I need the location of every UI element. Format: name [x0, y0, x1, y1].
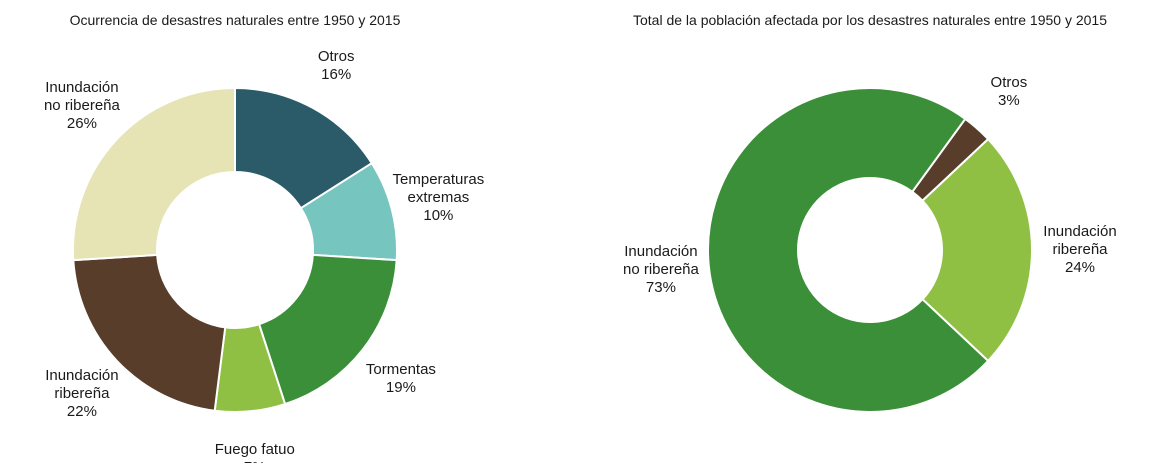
- slice-value: 16%: [321, 65, 352, 83]
- slice-label: Inundación ribereña: [1043, 223, 1117, 258]
- slice-value: 7%: [244, 459, 266, 463]
- slice-label: Otros: [317, 47, 355, 65]
- chart-title: Total de la población afectada por los d…: [633, 12, 1107, 28]
- slice-value: 10%: [423, 206, 454, 224]
- slice-label: Otros: [990, 74, 1028, 92]
- slice: [72, 86, 236, 262]
- slice-label: Inundación ribereña: [45, 366, 119, 402]
- slice-value: 22%: [66, 402, 97, 420]
- slice-label: Tormentas: [365, 360, 436, 378]
- slice-label: Inundación no ribereña: [622, 242, 699, 278]
- slice-value: 3%: [998, 92, 1020, 110]
- slice-label: Temperaturas extremas: [392, 170, 485, 206]
- slice: [257, 253, 398, 406]
- slice: [234, 86, 374, 210]
- slice: [707, 87, 990, 413]
- slice-value: 19%: [385, 378, 416, 396]
- slice-label: Fuego fatuo: [214, 441, 295, 459]
- slice-label: Inundación no ribereña: [43, 79, 120, 115]
- slice-value: 73%: [645, 278, 676, 296]
- slice: [72, 253, 227, 412]
- chart-title: Ocurrencia de desastres naturales entre …: [69, 12, 401, 28]
- slice-value: 24%: [1064, 259, 1096, 276]
- slice: [921, 137, 1033, 363]
- slice-value: 26%: [66, 115, 97, 133]
